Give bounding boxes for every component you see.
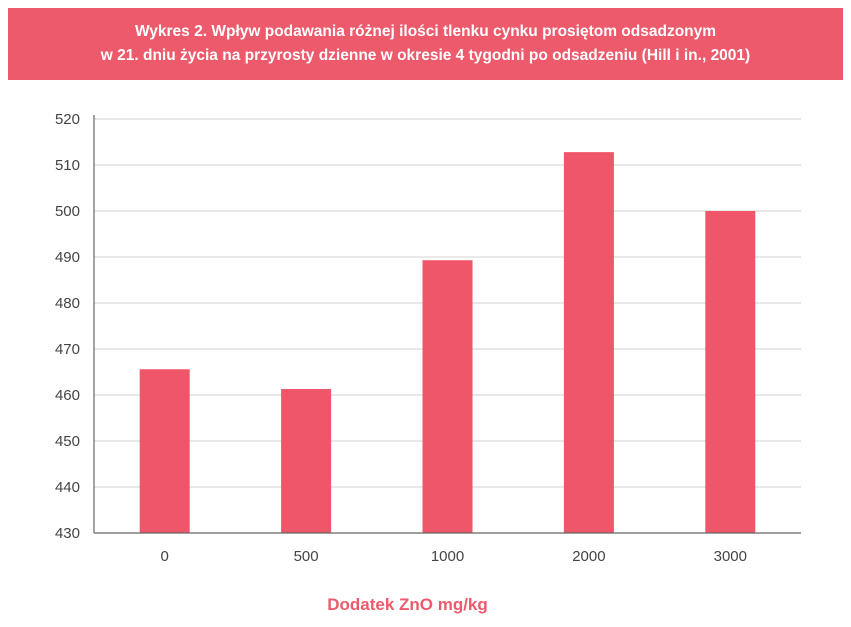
x-axis-label: Dodatek ZnO mg/kg — [327, 595, 488, 614]
chart-title-line-1: Wykres 2. Wpływ podawania różnej ilości … — [134, 23, 717, 40]
bar-3000 — [705, 211, 756, 533]
chart-title-banner: Wykres 2. Wpływ podawania różnej ilości … — [8, 8, 843, 80]
y-tick-label: 460 — [55, 387, 80, 404]
x-tick-label: 2000 — [572, 548, 605, 565]
bar-500 — [281, 389, 332, 533]
x-tick-label: 0 — [161, 548, 169, 565]
y-tick-label: 500 — [55, 203, 80, 220]
axes — [93, 115, 801, 534]
x-tick-label: 1000 — [431, 548, 464, 565]
y-tick-label: 490 — [55, 249, 80, 266]
bar-0 — [139, 369, 190, 533]
bar-1000 — [422, 260, 473, 533]
y-tick-label: 510 — [55, 157, 80, 174]
y-tick-label: 470 — [55, 341, 80, 358]
y-tick-label: 430 — [55, 525, 80, 542]
bar-2000 — [563, 152, 614, 533]
x-tick-label: 500 — [294, 548, 319, 565]
bars — [139, 152, 756, 533]
chart-title-line-2: w 21. dniu życia na przyrosty dzienne w … — [100, 47, 751, 64]
y-tick-label: 440 — [55, 479, 80, 496]
y-tick-label: 480 — [55, 295, 80, 312]
y-tick-label: 450 — [55, 433, 80, 450]
tick-labels: 430 440 450 460 470 480 490 500 510 520 0 500 1000 20… — [55, 111, 747, 565]
y-tick-label: 520 — [55, 111, 80, 128]
x-tick-label: 3000 — [714, 548, 747, 565]
